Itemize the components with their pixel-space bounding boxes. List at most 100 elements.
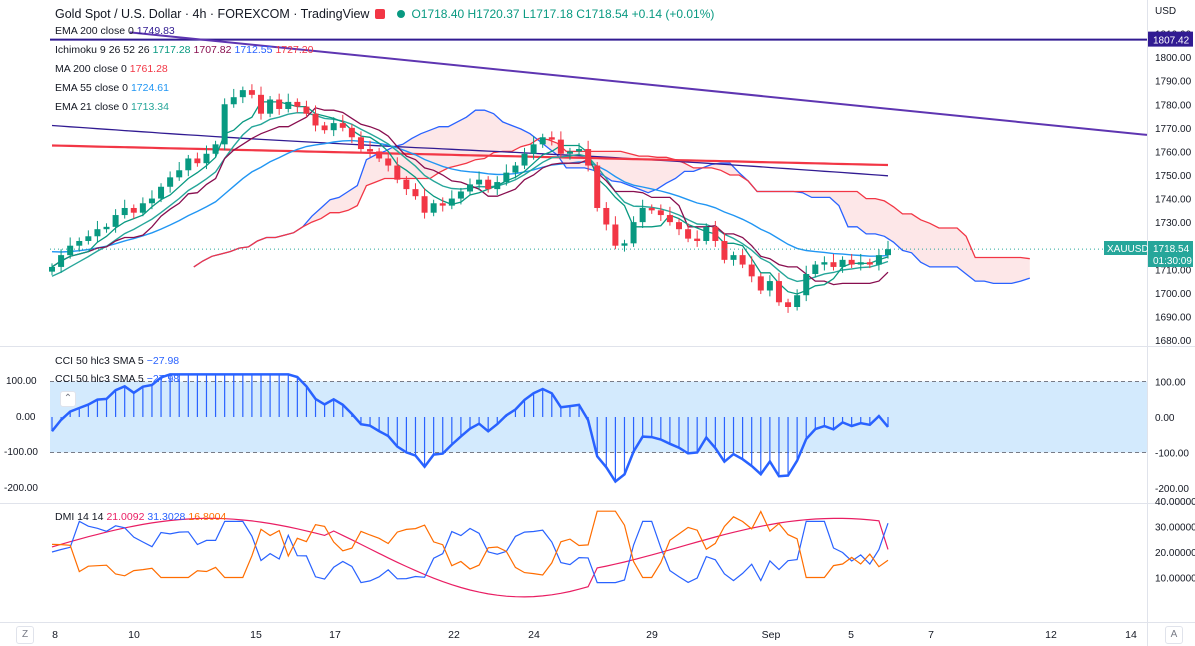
candle-body	[130, 207, 137, 213]
symbol-title[interactable]: Gold Spot / U.S. Dollar · 4h · FOREXCOM …	[55, 7, 370, 21]
candle-body	[812, 264, 819, 274]
candle-body	[167, 177, 174, 187]
time-tick-label: 22	[448, 629, 460, 641]
candle-body	[885, 249, 891, 256]
legend-ichimoku[interactable]: Ichimoku 9 26 52 26 1717.28 1707.82 1712.55…	[55, 44, 313, 57]
legend-value: 1713.34	[130, 101, 169, 113]
legend-value: 1761.28	[129, 63, 168, 75]
candle-body	[448, 198, 455, 206]
candle-body	[648, 207, 655, 211]
candle-body	[539, 137, 546, 145]
legend-value: 31.3028	[147, 511, 186, 523]
currency-label: USD	[1155, 6, 1176, 17]
flag-icon[interactable]	[375, 9, 386, 19]
candle-body	[94, 229, 101, 237]
legend-dmi[interactable]: DMI 14 14 21.0092 31.3028 16.8004	[55, 511, 226, 524]
last-price-text: 1718.54	[1153, 244, 1190, 255]
candle-body	[203, 153, 210, 164]
candle-body	[185, 158, 192, 171]
candle-body	[112, 215, 119, 227]
legend-value: −27.98	[146, 355, 180, 367]
candle-body	[385, 158, 392, 166]
legend-value: 1707.82	[193, 44, 232, 56]
symbol-tag-text: XAUUSD	[1107, 244, 1149, 255]
candle-body	[848, 259, 855, 265]
price-tick-label: 1680.00	[1155, 336, 1192, 347]
cci-tick-label: 0.00	[1155, 413, 1175, 424]
candle-body	[775, 281, 782, 303]
candle-body	[566, 151, 573, 154]
candle-body	[267, 99, 274, 114]
price-axis[interactable]: 1810.001800.001790.001780.001770.001760.…	[1104, 6, 1193, 347]
ichimoku-cloud	[193, 109, 1031, 285]
cci-left-label-100: 100.00	[6, 376, 37, 387]
legend-label: EMA 21 close 0	[55, 101, 128, 113]
candle-body	[639, 207, 646, 223]
candle-body	[85, 236, 92, 241]
cci-left-label-m200: -200.00	[4, 483, 38, 494]
candle-body	[866, 262, 873, 265]
cloud-fill	[193, 110, 1030, 284]
cci-pane[interactable]: 100.00 0.00 -100.00 -200.00	[50, 373, 1189, 495]
candle-body	[49, 266, 55, 272]
symbol-tag	[1104, 241, 1147, 255]
candle-body	[339, 123, 346, 128]
dmi-pane[interactable]: 40.00000 30.00000 20.00000 10.00000	[51, 497, 1195, 598]
candle-body	[612, 224, 619, 246]
legend-value: 1712.55	[234, 44, 273, 56]
legend-ema200[interactable]: EMA 200 close 0 1749.83	[55, 25, 175, 38]
time-tick-label: 7	[928, 629, 934, 641]
cci-left-label-m100: -100.00	[4, 447, 38, 458]
candle-body	[676, 222, 682, 230]
dmi-tick-label: 10.00000	[1155, 574, 1195, 585]
candle-body	[412, 189, 419, 197]
time-tick-label: 8	[52, 629, 58, 641]
candle-body	[430, 203, 437, 213]
time-tick-label: 10	[128, 629, 140, 641]
dmi-tick-label: 40.00000	[1155, 497, 1195, 508]
time-tick-label: 5	[848, 629, 854, 641]
price-tick-label: 1690.00	[1155, 312, 1192, 323]
candle-body	[312, 113, 319, 126]
candle-body	[321, 125, 328, 131]
price-tick-label: 1800.00	[1155, 53, 1192, 64]
time-tick-label: 14	[1125, 629, 1137, 641]
candle-body	[285, 101, 292, 109]
candle-body	[630, 222, 637, 244]
legend-cci-1[interactable]: CCI 50 hlc3 SMA 5 −27.98	[55, 355, 179, 368]
candle-body	[276, 99, 283, 109]
candle-body	[139, 203, 146, 213]
collapse-chevron-icon[interactable]: ⌃	[60, 391, 76, 407]
legend-ema55[interactable]: EMA 55 close 0 1724.61	[55, 82, 169, 95]
legend-ema21[interactable]: EMA 21 close 0 1713.34	[55, 101, 169, 114]
timezone-button[interactable]: Z	[16, 626, 34, 644]
candle-body	[239, 90, 246, 98]
price-tick-label: 1710.00	[1155, 265, 1192, 276]
legend-cci-2[interactable]: CCI 50 hlc3 SMA 5 −27.98	[55, 373, 179, 386]
price-tick-label: 1790.00	[1155, 77, 1192, 88]
candle-body	[803, 273, 810, 296]
price-tick-label: 1760.00	[1155, 147, 1192, 158]
legend-label: EMA 200 close 0	[55, 25, 134, 37]
trend-line	[129, 31, 1148, 136]
auto-scale-button[interactable]: A	[1165, 626, 1183, 644]
legend-label: MA 200 close 0	[55, 63, 127, 75]
market-open-icon	[397, 10, 406, 18]
time-tick-label: 15	[250, 629, 262, 641]
legend-ma200[interactable]: MA 200 close 0 1761.28	[55, 63, 168, 76]
candle-body	[712, 226, 719, 241]
candle-body	[785, 302, 792, 307]
candle-body	[703, 226, 710, 241]
plus-di-line	[51, 520, 889, 584]
candle-body	[830, 262, 837, 267]
chart-header: Gold Spot / U.S. Dollar · 4h · FOREXCOM …	[55, 6, 714, 22]
candle-body	[212, 144, 219, 154]
candles[interactable]	[49, 84, 1147, 313]
time-tick-label: 17	[329, 629, 341, 641]
candle-body	[357, 137, 364, 150]
price-tick-label: 1780.00	[1155, 100, 1192, 111]
candle-body	[521, 153, 528, 166]
candle-body	[367, 149, 374, 152]
legend-label: Ichimoku 9 26 52 26	[55, 44, 150, 56]
